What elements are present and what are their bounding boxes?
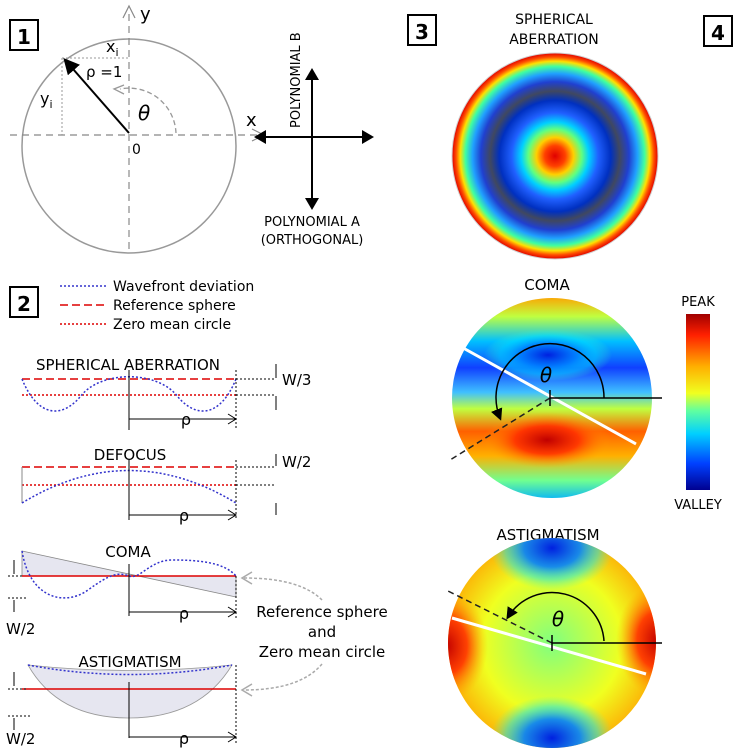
profile-defocus: DEFOCUS ρ W/2	[21, 446, 311, 525]
badge-1-box	[9, 19, 39, 51]
reference-note: Reference sphere and Zero mean circle	[240, 571, 388, 697]
coma-theta-arc	[491, 342, 605, 421]
profile-coma: COMA ρ W/2	[6, 543, 237, 638]
axis-x-label: x	[246, 110, 257, 131]
spherical-rho-arrow-icon	[227, 413, 237, 425]
coma-map-title: COMA	[524, 276, 570, 294]
yi-label: yi	[40, 89, 53, 111]
coma-theta-label: θ	[540, 363, 552, 387]
radius-vector	[63, 57, 130, 134]
astig-map-title: ASTIGMATISM	[496, 526, 599, 544]
poly-a-orthogonal-label: (ORTHOGONAL)	[261, 233, 364, 248]
badge-4-box	[703, 15, 733, 47]
theta-label: θ	[138, 101, 150, 125]
coma-rho-arrow-icon	[227, 606, 237, 618]
axis-y-label: y	[140, 4, 151, 25]
profile-astig: ASTIGMATISM ρ W/2	[6, 653, 237, 748]
note-line-1: Reference sphere	[256, 603, 387, 621]
poly-down-arrow-icon	[305, 198, 319, 210]
astig-rho-label: ρ	[179, 729, 189, 748]
panel-3: 3 SPHERICAL ABERRATION COMA θ ASTIGMATIS…	[407, 12, 662, 748]
defocus-rho-arrow-icon	[227, 509, 237, 521]
badge-3: 3	[415, 20, 429, 44]
note-arrow-lower-head-icon	[240, 683, 253, 697]
panel-2: 2 Wavefront deviation Reference sphere Z…	[6, 279, 388, 748]
legend: Wavefront deviation Reference sphere Zer…	[60, 279, 254, 333]
panel-1: 1 y x xi ρ =1 yi θ 0 POLYNOMIAL B POLYNO…	[9, 4, 374, 254]
spherical-measure-label: W/3	[282, 371, 311, 389]
note-line-2: and	[308, 623, 336, 641]
colorbar-peak-label: PEAK	[681, 295, 715, 310]
astig-rho-arrow-icon	[227, 731, 237, 743]
legend-label-reference: Reference sphere	[113, 298, 236, 314]
coma-wavefront-curve	[21, 550, 237, 599]
spherical-rho-label: ρ	[181, 410, 191, 429]
legend-label-wavefront: Wavefront deviation	[113, 279, 254, 295]
coma-measure-label: W/2	[6, 620, 35, 638]
note-line-3: Zero mean circle	[259, 643, 386, 661]
coma-axis-white	[455, 342, 637, 446]
profile-astig-title: ASTIGMATISM	[78, 653, 181, 671]
poly-a-label: POLYNOMIAL A	[264, 215, 360, 230]
astig-map	[448, 538, 656, 748]
y-axis-arrow-icon	[122, 4, 136, 19]
theta-arc	[119, 87, 177, 134]
badge-3-box	[407, 14, 437, 46]
badge-4: 4	[711, 21, 725, 45]
colorbar	[686, 314, 710, 490]
defocus-measure-label: W/2	[282, 453, 311, 471]
poly-up-arrow-icon	[305, 68, 319, 80]
theta-arrow-icon	[112, 84, 125, 95]
poly-right-arrow-icon	[362, 130, 374, 144]
panel-4: 4 PEAK VALLEY	[674, 15, 733, 513]
spherical-map-title-2: ABERRATION	[509, 32, 599, 48]
astig-wavefront-curve	[27, 664, 233, 676]
colorbar-valley-label: VALLEY	[674, 498, 722, 513]
profile-spherical-title: SPHERICAL ABERRATION	[36, 356, 220, 374]
profile-spherical: SPHERICAL ABERRATION ρ W/3	[21, 356, 311, 430]
poly-b-label: POLYNOMIAL B	[289, 32, 304, 128]
astig-shaded-region	[27, 664, 233, 719]
note-arrow-upper-head-icon	[240, 571, 253, 585]
origin-label: 0	[132, 142, 141, 158]
badge-2: 2	[17, 292, 31, 316]
note-arrow-lower	[243, 663, 323, 691]
poly-left-arrow-icon	[254, 130, 266, 144]
coma-rho-label: ρ	[179, 604, 189, 623]
badge-2-box	[9, 286, 39, 318]
astig-axis-white	[451, 616, 647, 676]
defocus-rho-label: ρ	[179, 506, 189, 525]
profile-coma-title: COMA	[105, 543, 151, 561]
astig-measure-label: W/2	[6, 730, 35, 748]
legend-label-zero-mean: Zero mean circle	[113, 317, 231, 333]
profile-defocus-title: DEFOCUS	[94, 446, 166, 464]
badge-1: 1	[17, 25, 31, 49]
spherical-map-title-1: SPHERICAL	[515, 12, 593, 28]
note-arrow-upper	[243, 577, 323, 601]
astig-theta-label: θ	[552, 607, 564, 631]
spherical-map	[451, 52, 659, 260]
rho-label: ρ =1	[86, 63, 122, 81]
xi-label: xi	[106, 37, 119, 59]
astig-theta-arc	[506, 591, 605, 642]
